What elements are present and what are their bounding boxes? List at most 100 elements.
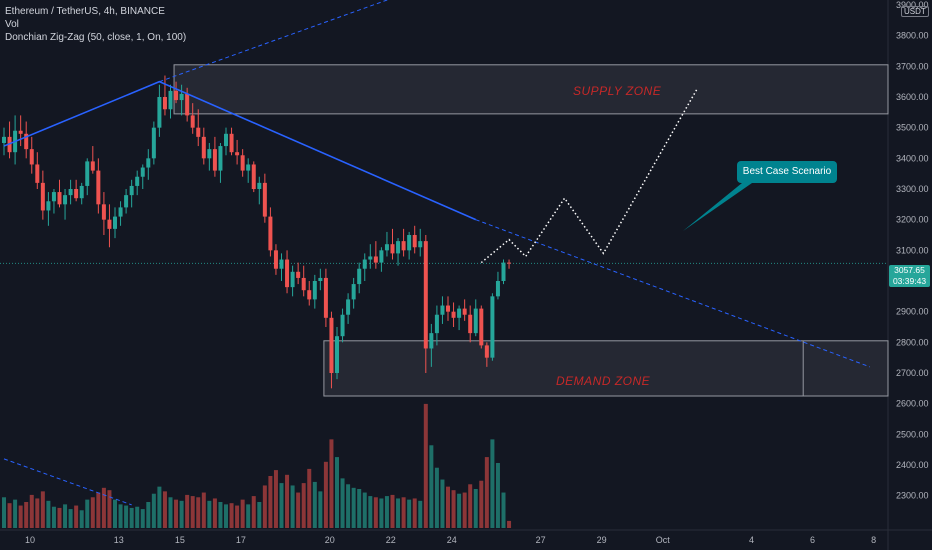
candle-body <box>140 167 145 177</box>
candle-body <box>162 97 167 110</box>
candle-body <box>129 185 134 196</box>
candle-body <box>190 115 195 128</box>
y-tick-label: 3700.00 <box>896 61 929 71</box>
volume-bar <box>340 478 345 528</box>
volume-bar <box>24 502 29 528</box>
candle-body <box>235 152 240 156</box>
candle-body <box>434 314 439 334</box>
volume-bar <box>113 499 117 528</box>
currency-badge[interactable]: USDT <box>901 6 929 17</box>
volume-bar <box>174 499 179 528</box>
candle-body <box>74 189 79 199</box>
candle-body <box>201 136 206 159</box>
candle-body <box>212 149 217 171</box>
volume-bar <box>484 457 489 528</box>
y-tick-label: 2800.00 <box>896 337 929 347</box>
volume-bar <box>151 493 156 528</box>
candle-body <box>174 90 179 101</box>
volume-bar <box>46 500 51 528</box>
candle-body <box>24 133 29 150</box>
y-tick-label: 2900.00 <box>896 307 929 317</box>
candle-body <box>335 336 339 373</box>
candle-body <box>40 182 45 211</box>
volume-bar <box>35 498 40 528</box>
volume-bar <box>124 505 129 528</box>
last-price-tag: 3057.65 03:39:43 <box>889 265 930 287</box>
volume-bar <box>51 506 56 528</box>
best-case-callout[interactable]: Best Case Scenario <box>737 161 837 183</box>
volume-bar <box>162 491 167 528</box>
volume-bar <box>307 468 312 528</box>
candle-body <box>462 308 467 315</box>
candle-body <box>318 277 323 281</box>
dashed-trendline <box>3 458 132 506</box>
candle-body <box>107 219 112 229</box>
volume-bar <box>135 506 140 528</box>
y-tick-label: 3200.00 <box>896 215 929 225</box>
candle-body <box>262 182 267 217</box>
volume-bar <box>479 480 484 528</box>
volume-bar <box>129 507 134 528</box>
volume-bar <box>251 496 256 528</box>
volume-bar <box>13 499 18 528</box>
volume-bar <box>396 498 401 528</box>
demand-zone-label: DEMAND ZONE <box>556 374 651 388</box>
volume-bar <box>29 494 34 528</box>
volume-bar <box>373 497 378 528</box>
chart-legend: Ethereum / TetherUS, 4h, BINANCE Vol Don… <box>5 5 186 44</box>
symbol-title[interactable]: Ethereum / TetherUS, 4h, BINANCE <box>5 6 165 17</box>
candle-body <box>379 250 384 263</box>
candle-body <box>240 155 245 171</box>
volume-bar <box>85 499 90 528</box>
volume-bar <box>96 492 101 528</box>
volume-bar <box>335 457 339 528</box>
candle-body <box>396 241 401 254</box>
candle-body <box>90 161 95 171</box>
dashed-trendline <box>475 219 870 368</box>
volume-bar <box>390 494 395 528</box>
x-tick-label: Oct <box>656 535 671 545</box>
volume-bar <box>446 486 450 528</box>
last-price-value: 3057.65 <box>894 265 925 275</box>
callout-pointer <box>683 183 752 231</box>
projection-path <box>480 87 699 264</box>
volume-bar <box>262 485 267 528</box>
y-tick-label: 2300.00 <box>896 491 929 501</box>
candle-body <box>185 93 190 116</box>
volume-bar <box>196 497 201 528</box>
supply-zone-box <box>173 64 889 115</box>
candle-body <box>279 259 284 269</box>
volume-bar <box>423 403 428 528</box>
volume-bar <box>18 505 23 528</box>
volume-bar <box>357 489 362 528</box>
candle-body <box>229 133 234 153</box>
y-tick-label: 3100.00 <box>896 245 929 255</box>
volume-bar <box>490 439 495 528</box>
y-tick-label: 2600.00 <box>896 399 929 409</box>
candle-body <box>118 207 123 217</box>
volume-bar <box>346 484 351 528</box>
volume-bar <box>218 502 223 528</box>
volume-bar <box>246 504 251 528</box>
volume-label[interactable]: Vol <box>5 19 19 30</box>
candle-body <box>457 308 462 318</box>
indicator-label[interactable]: Donchian Zig-Zag (50, close, 1, On, 100) <box>5 32 187 43</box>
volume-bar <box>201 492 206 528</box>
y-tick-label: 3800.00 <box>896 31 929 41</box>
candle-body <box>495 281 500 297</box>
candle-body <box>418 241 423 248</box>
volume-bar <box>229 503 234 528</box>
candle-body <box>218 146 223 171</box>
volume-bar <box>268 476 273 528</box>
volume-bar <box>140 509 145 528</box>
volume-bar <box>90 497 95 528</box>
candle-body <box>357 268 362 285</box>
candle-body <box>285 259 290 288</box>
volume-bar <box>368 496 373 528</box>
volume-bar <box>2 497 6 528</box>
candle-countdown: 03:39:43 <box>892 276 927 286</box>
supply-zone-label: SUPPLY ZONE <box>573 84 662 98</box>
x-tick-label: 22 <box>386 535 396 545</box>
candle-body <box>340 314 345 337</box>
